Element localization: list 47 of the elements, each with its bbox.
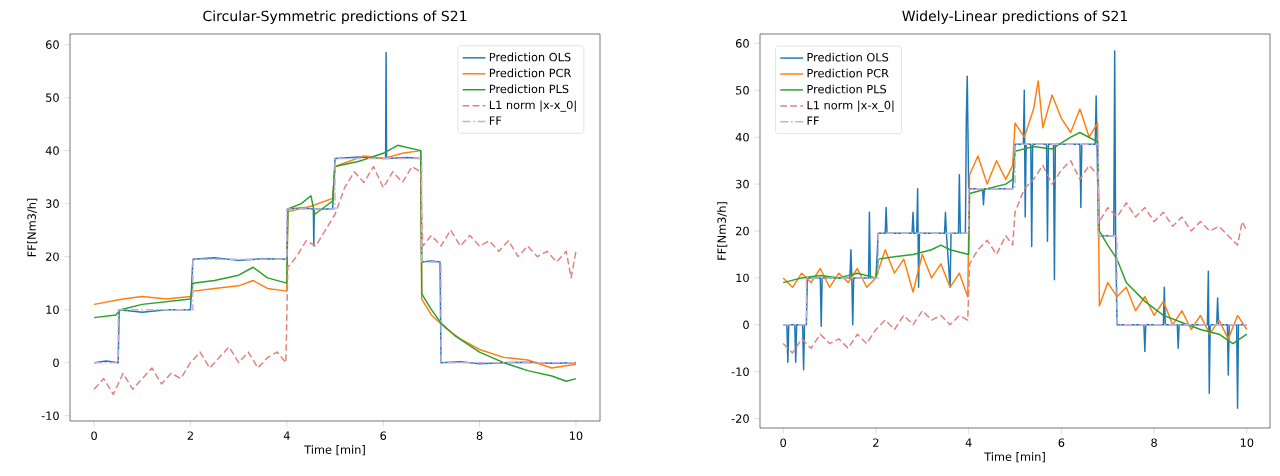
legend-label: FF [807,116,819,125]
x-tick-label: 6 [380,431,387,440]
x-tick-label: 2 [873,438,879,447]
legend-label: L1 norm |x-x_0| [489,100,576,112]
legend-label: Prediction PCR [489,68,572,78]
y-tick-label: 60 [735,39,749,48]
y-tick-label: 30 [46,199,59,208]
x-tick-label: 0 [91,431,97,440]
x-axis-title: Time [min] [304,445,365,456]
y-tick-label: 0 [743,320,749,330]
y-tick-label: 0 [53,358,59,367]
x-tick-label: 8 [1151,438,1157,447]
legend-label: Prediction PCR [807,68,889,78]
legend-label: Prediction OLS [489,52,571,62]
y-tick-label: 60 [45,40,59,49]
legend-label: Prediction PLS [489,84,569,94]
y-tick-label: 40 [735,132,749,142]
y-tick-label: -10 [41,411,59,420]
y-tick-label: -20 [731,414,749,423]
x-tick-label: 0 [780,438,787,447]
y-tick-label: 30 [736,179,749,189]
x-tick-label: 10 [569,431,583,440]
y-tick-label: 10 [736,273,749,283]
x-tick-label: 6 [1058,438,1065,447]
y-axis-title: FF[Nm3/h] [27,198,38,257]
x-axis-title: Time [min] [984,452,1045,463]
x-tick-label: 4 [283,431,290,440]
y-tick-label: 20 [46,252,59,261]
legend-label: Prediction PLS [807,84,887,94]
legend-label: FF [489,116,502,125]
x-tick-label: 8 [476,431,483,440]
y-axis-title: FF[Nm3/h] [717,202,728,260]
legend-label: L1 norm |x-x_0| [807,100,894,112]
chart-title: Circular-Symmetric predictions of S21 [203,10,467,24]
line-series [782,80,1248,340]
y-tick-label: 40 [45,146,59,155]
x-tick-label: 10 [1240,438,1254,447]
y-tick-label: 50 [46,93,59,102]
legend-label: Prediction OLS [807,52,889,62]
y-tick-label: 50 [736,86,749,95]
y-tick-label: 10 [46,305,59,314]
chart-title: Widely-Linear predictions of S21 [902,10,1127,24]
y-tick-label: -10 [731,367,749,377]
y-tick-label: 20 [736,226,749,236]
x-tick-label: 4 [965,438,972,447]
line-series [782,159,1248,354]
x-tick-label: 2 [187,431,193,440]
